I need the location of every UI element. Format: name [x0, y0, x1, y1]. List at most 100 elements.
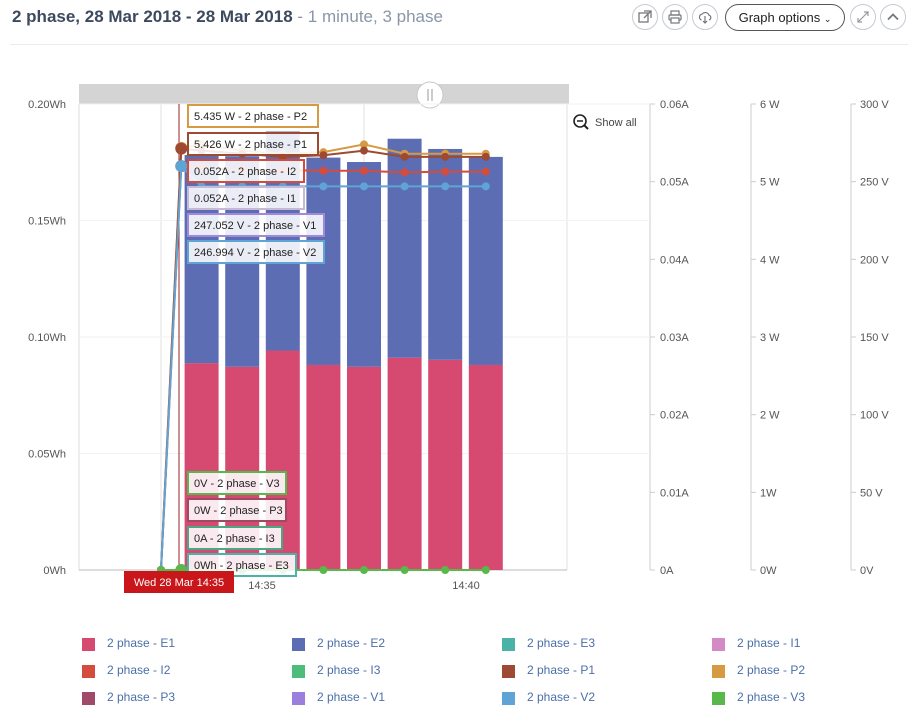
x-tick-label: 14:40 — [452, 580, 480, 592]
bar-2phase-e1[interactable] — [387, 357, 422, 570]
bar-2phase-e1[interactable] — [306, 364, 341, 570]
legend-swatch — [502, 638, 515, 651]
data-point-2phase-v3[interactable] — [481, 566, 490, 574]
energy-axis-tick-label: 0Wh — [43, 565, 66, 577]
legend-label: 2 phase - P2 — [737, 663, 806, 677]
data-point-2phase-i2[interactable] — [360, 166, 368, 175]
legend-swatch — [712, 692, 725, 705]
data-point-2phase-p1[interactable] — [360, 146, 368, 155]
data-point-2phase-p1[interactable] — [319, 151, 328, 160]
tooltip-text: 0W - 2 phase - P3 — [194, 505, 283, 517]
collapse-button[interactable] — [880, 4, 906, 30]
tooltip-text: 0A - 2 phase - I3 — [194, 533, 275, 545]
graph-options-button[interactable]: Graph options ⌄ — [725, 4, 845, 31]
tooltip-text: 246.994 V - 2 phase - V2 — [194, 247, 316, 259]
data-point-2phase-p1[interactable] — [175, 142, 188, 155]
tooltip-text: 247.052 V - 2 phase - V1 — [194, 220, 316, 232]
data-point-2phase-i2[interactable] — [319, 166, 328, 175]
tooltip: 247.052 V - 2 phase - V1 — [187, 213, 325, 237]
data-point-2phase-v3[interactable] — [441, 566, 450, 574]
bar-2phase-e1[interactable] — [347, 366, 381, 570]
data-point-2phase-p1[interactable] — [400, 152, 409, 161]
crosshair-label-text: Wed 28 Mar 14:35 — [134, 577, 224, 589]
legend-label: 2 phase - V1 — [317, 690, 386, 704]
legend-label: 2 phase - E3 — [527, 636, 596, 650]
chevron-up-icon — [887, 13, 899, 21]
voltage-axis-tick-label: 300 V — [860, 99, 889, 111]
current-axis-tick-label: 0.02A — [660, 410, 689, 422]
tooltip: 0V - 2 phase - V3 — [187, 471, 287, 495]
tooltip: 0.052A - 2 phase - I1 — [187, 186, 305, 210]
data-point-2phase-p2[interactable] — [360, 140, 368, 149]
data-point-2phase-i1[interactable] — [481, 182, 490, 191]
data-point-2phase-v3[interactable] — [360, 566, 368, 574]
data-point-2phase-p1[interactable] — [441, 152, 450, 161]
data-point-2phase-i1[interactable] — [400, 182, 409, 191]
legend-label: 2 phase - E2 — [317, 636, 386, 650]
chevron-down-icon: ⌄ — [823, 14, 832, 24]
tooltip: 0W - 2 phase - P3 — [187, 498, 287, 522]
legend-swatch — [712, 638, 725, 651]
data-point-2phase-p1[interactable] — [481, 152, 490, 161]
data-point-2phase-v3[interactable] — [319, 566, 328, 574]
expand-icon — [857, 11, 869, 23]
bar-2phase-e2[interactable] — [347, 162, 381, 367]
range-navigator[interactable] — [79, 84, 569, 104]
legend-label: 2 phase - V2 — [527, 690, 596, 704]
legend-label: 2 phase - I1 — [737, 636, 801, 650]
data-point-2phase-i1[interactable] — [441, 182, 450, 191]
voltage-axis-tick-label: 100 V — [860, 410, 889, 422]
range-handle[interactable] — [416, 81, 444, 109]
legend-swatch — [82, 692, 95, 705]
current-axis-tick-label: 0.03A — [660, 332, 689, 344]
tooltip-text: 0V - 2 phase - V3 — [194, 478, 280, 490]
chart-legend: 2 phase - E1 2 phase - E2 2 phase - E3 2 ph… — [0, 630, 920, 720]
legend-swatch — [712, 665, 725, 678]
bar-2phase-e2[interactable] — [428, 148, 463, 360]
printer-icon — [668, 10, 682, 24]
data-point-2phase-i1[interactable] — [319, 182, 328, 191]
legend-swatch — [292, 665, 305, 678]
chart-header: 2 phase, 28 Mar 2018 - 28 Mar 2018 - 1 m… — [0, 0, 920, 44]
graph-options-label: Graph options — [738, 10, 821, 25]
voltage-axis-tick-label: 150 V — [860, 332, 889, 344]
show-all-button[interactable]: Show all — [573, 114, 637, 130]
data-point-2phase-i2[interactable] — [481, 167, 490, 176]
bar-2phase-e1[interactable] — [468, 364, 503, 570]
power-axis-tick-label: 6 W — [760, 99, 780, 111]
download-button[interactable] — [692, 4, 718, 30]
page-title: 2 phase, 28 Mar 2018 - 28 Mar 2018 - 1 m… — [12, 7, 443, 27]
legend-swatch — [502, 692, 515, 705]
data-point-2phase-i1[interactable] — [360, 182, 368, 191]
voltage-axis-tick-label: 200 V — [860, 254, 889, 266]
tooltip-text: 0.052A - 2 phase - I2 — [194, 166, 296, 178]
title-sub: - 1 minute, 3 phase — [292, 7, 443, 26]
print-button[interactable] — [662, 4, 688, 30]
open-external-button[interactable] — [632, 4, 658, 30]
bar-2phase-e1[interactable] — [428, 359, 463, 570]
power-axis-tick-label: 0W — [760, 565, 777, 577]
data-point-2phase-i1[interactable] — [175, 160, 188, 173]
tooltip: 0A - 2 phase - I3 — [187, 526, 283, 550]
energy-axis-tick-label: 0.10Wh — [28, 332, 66, 344]
tooltip: 5.435 W - 2 phase - P2 — [187, 104, 319, 128]
energy-axis-tick-label: 0.20Wh — [28, 99, 66, 111]
power-axis-tick-label: 2 W — [760, 410, 780, 422]
energy-axis-tick-label: 0.05Wh — [28, 449, 66, 461]
tooltip-text: 0.052A - 2 phase - I1 — [194, 193, 296, 205]
crosshair-label: Wed 28 Mar 14:35 — [124, 571, 234, 593]
voltage-axis-tick-label: 250 V — [860, 177, 889, 189]
current-axis-tick-label: 0.04A — [660, 254, 689, 266]
legend-swatch — [292, 638, 305, 651]
data-point-2phase-v3[interactable] — [400, 566, 409, 574]
tooltip-text: 5.426 W - 2 phase - P1 — [194, 139, 307, 151]
zoom-out-icon — [573, 114, 587, 128]
legend-swatch — [82, 665, 95, 678]
data-point-2phase-i2[interactable] — [400, 168, 409, 177]
bar-2phase-e2[interactable] — [468, 156, 503, 365]
header-divider — [10, 44, 908, 45]
fullscreen-button[interactable] — [850, 4, 876, 30]
legend-label: 2 phase - V3 — [737, 690, 806, 704]
x-tick-label: 14:35 — [248, 580, 276, 592]
data-point-2phase-i2[interactable] — [441, 167, 450, 176]
